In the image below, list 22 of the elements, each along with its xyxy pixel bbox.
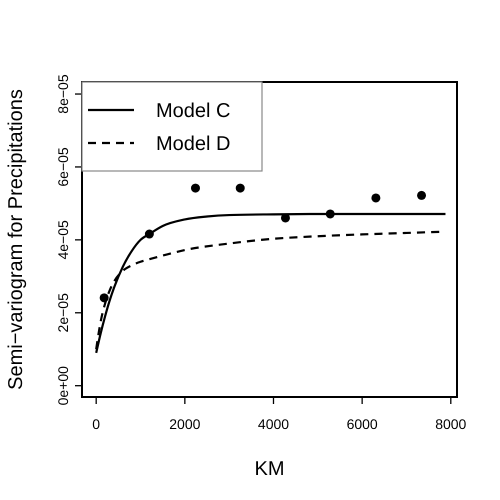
point <box>144 230 154 239</box>
x-tick-label: 6000 <box>346 416 378 432</box>
point <box>371 193 380 202</box>
y-tick-label: 0e+00 <box>55 366 71 406</box>
point <box>236 184 245 193</box>
y-tick-label: 6e−05 <box>55 147 71 187</box>
x-axis-title: KM <box>254 458 284 480</box>
point <box>417 190 426 200</box>
point <box>100 293 109 302</box>
point <box>326 209 335 218</box>
x-tick-label: 0 <box>92 416 100 432</box>
y-axis-title: Semi−variogram for Precipitations <box>5 89 27 390</box>
y-tick-label: 8e−05 <box>55 74 71 114</box>
x-tick-label: 4000 <box>258 416 290 432</box>
point <box>190 184 200 193</box>
x-tick-label: 8000 <box>435 416 467 432</box>
legend-label: Model C <box>156 100 230 122</box>
y-tick-label: 2e−05 <box>55 292 71 332</box>
line-series <box>95 212 447 354</box>
legend-label: Model D <box>156 133 230 155</box>
y-tick-label: 4e−05 <box>55 220 71 260</box>
x-tick-label: 2000 <box>169 416 201 432</box>
